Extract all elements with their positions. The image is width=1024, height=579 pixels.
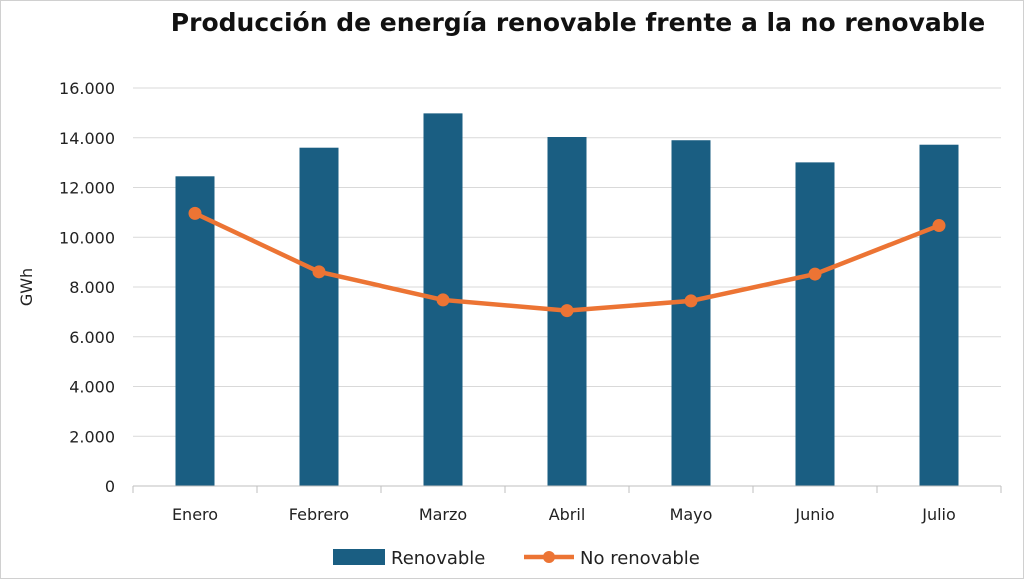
y-tick-label: 8.000 <box>69 278 115 297</box>
x-tick-label: Junio <box>794 505 834 524</box>
point-no-renovable <box>436 293 450 307</box>
x-tick-label: Febrero <box>289 505 349 524</box>
line-series <box>188 206 946 318</box>
x-tick-label: Abril <box>549 505 586 524</box>
y-tick-label: 10.000 <box>59 228 115 247</box>
point-no-renovable <box>808 267 822 281</box>
x-axis-ticks: Enero Febrero Marzo Abril Mayo Junio Julio <box>132 486 1002 524</box>
bar-renovable <box>175 176 215 486</box>
y-tick-label: 2.000 <box>69 427 115 446</box>
bar-renovable <box>795 162 835 486</box>
bar-renovable <box>671 140 711 487</box>
x-tick-label: Mayo <box>670 505 713 524</box>
y-tick-label: 0 <box>105 477 115 496</box>
point-no-renovable <box>312 265 326 279</box>
legend-label-renovable: Renovable <box>391 548 485 569</box>
y-tick-label: 12.000 <box>59 179 115 198</box>
y-axis-label: GWh <box>17 268 36 306</box>
point-no-renovable <box>684 294 698 308</box>
x-tick-label: Marzo <box>419 505 467 524</box>
y-axis-ticks: 0 2.000 4.000 6.000 8.000 10.000 12.000 14.000 1… <box>59 79 115 496</box>
chart-title: Producción de energía renovable frente a… <box>170 8 986 37</box>
y-tick-label: 4.000 <box>69 378 115 397</box>
y-tick-label: 14.000 <box>59 129 115 148</box>
bar-renovable <box>299 147 339 486</box>
y-tick-label: 6.000 <box>69 328 115 347</box>
bar-series <box>175 113 959 487</box>
point-no-renovable <box>560 304 574 318</box>
y-tick-label: 16.000 <box>59 79 115 98</box>
legend: Renovable No renovable <box>333 548 700 569</box>
bar-renovable <box>919 144 959 486</box>
point-no-renovable <box>188 206 202 220</box>
x-tick-label: Julio <box>921 505 956 524</box>
legend-swatch-renovable <box>333 549 385 565</box>
point-no-renovable <box>932 219 946 233</box>
legend-marker-no-renovable <box>543 551 555 563</box>
x-tick-label: Enero <box>172 505 218 524</box>
legend-label-no-renovable: No renovable <box>580 548 700 569</box>
